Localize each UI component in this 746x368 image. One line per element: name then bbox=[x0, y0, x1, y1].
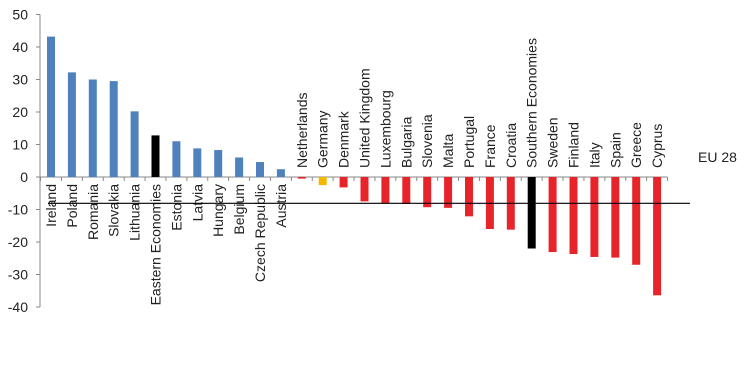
y-tick-label: 0 bbox=[20, 169, 28, 185]
category-label: Bulgaria bbox=[398, 116, 414, 168]
bar-denmark bbox=[339, 177, 348, 188]
bar-luxembourg bbox=[381, 177, 390, 204]
category-label: Southern Economies bbox=[524, 38, 540, 168]
category-label: Austria bbox=[273, 184, 289, 228]
bar-slovenia bbox=[423, 177, 432, 208]
y-tick-label: -40 bbox=[8, 299, 28, 315]
bar-eastern-economies bbox=[151, 135, 160, 177]
category-label: Italy bbox=[586, 142, 602, 168]
category-label: Malta bbox=[440, 134, 456, 168]
category-label: Lithuania bbox=[127, 184, 143, 241]
bar-austria bbox=[276, 169, 285, 177]
bar-cyprus bbox=[653, 177, 662, 296]
category-label: Croatia bbox=[503, 123, 519, 168]
bar-netherlands bbox=[297, 177, 306, 179]
category-label: Romania bbox=[85, 184, 101, 240]
category-label: Greece bbox=[628, 122, 644, 168]
y-tick-label: 20 bbox=[12, 104, 28, 120]
bar-hungary bbox=[214, 150, 223, 177]
category-label: France bbox=[482, 124, 498, 168]
bar-united-kingdom bbox=[360, 177, 369, 202]
category-label: Poland bbox=[64, 184, 80, 228]
y-axis: 50 40 30 20 10 0 -10 -20 -30 -40 bbox=[8, 7, 41, 315]
y-tick-label: 40 bbox=[12, 39, 28, 55]
category-label: Spain bbox=[607, 132, 623, 168]
y-tick-label: 30 bbox=[12, 72, 28, 88]
bar-estonia bbox=[172, 141, 181, 177]
bar-sweden bbox=[548, 177, 557, 253]
category-label: Slovakia bbox=[106, 184, 122, 237]
bar-southern-economies bbox=[527, 177, 536, 249]
bar-czech-republic bbox=[256, 162, 264, 177]
category-label: Denmark bbox=[336, 110, 352, 168]
bar-slovakia bbox=[109, 81, 118, 177]
category-label: Hungary bbox=[210, 184, 226, 237]
reference-line-group: EU 28 bbox=[48, 149, 737, 204]
bar-belgium bbox=[235, 157, 244, 177]
category-label: Ireland bbox=[43, 184, 59, 227]
bar-italy bbox=[590, 177, 599, 257]
bar-romania bbox=[88, 79, 97, 177]
bar-malta bbox=[444, 177, 453, 208]
category-label: Netherlands bbox=[294, 93, 310, 169]
y-tick-label: -10 bbox=[8, 202, 28, 218]
category-label: Finland bbox=[566, 122, 582, 168]
category-label: Belgium bbox=[231, 184, 247, 235]
bar-germany bbox=[318, 177, 327, 186]
category-label: Germany bbox=[315, 110, 331, 168]
y-tick-label: 10 bbox=[12, 137, 28, 153]
category-labels: Ireland Poland Romania Slovakia Lithuania Eas… bbox=[43, 38, 665, 305]
category-label: Estonia bbox=[168, 184, 184, 231]
category-label: Latvia bbox=[189, 184, 205, 222]
category-label: Sweden bbox=[545, 117, 561, 168]
bar-spain bbox=[611, 177, 620, 258]
bar-lithuania bbox=[130, 111, 139, 177]
y-tick-label: -30 bbox=[8, 267, 28, 283]
bar-poland bbox=[67, 72, 76, 177]
category-label: Portugal bbox=[461, 116, 477, 168]
category-label: Slovenia bbox=[419, 114, 435, 168]
bar-portugal bbox=[465, 177, 473, 217]
bar-latvia bbox=[193, 148, 202, 177]
bar-ireland bbox=[47, 36, 55, 177]
category-label: Czech Republic bbox=[252, 184, 268, 282]
category-label: United Kingdom bbox=[357, 68, 373, 168]
category-label: Cyprus bbox=[649, 124, 665, 168]
category-label: Luxembourg bbox=[377, 90, 393, 168]
y-tick-label: 50 bbox=[12, 7, 28, 23]
category-label: Eastern Economies bbox=[148, 184, 164, 305]
x-axis bbox=[40, 176, 669, 181]
eu28-reference-label: EU 28 bbox=[698, 149, 737, 165]
bar-bulgaria bbox=[402, 177, 411, 204]
y-tick-label: -20 bbox=[8, 234, 28, 250]
bar-finland bbox=[569, 177, 578, 255]
bar-greece bbox=[632, 177, 641, 265]
